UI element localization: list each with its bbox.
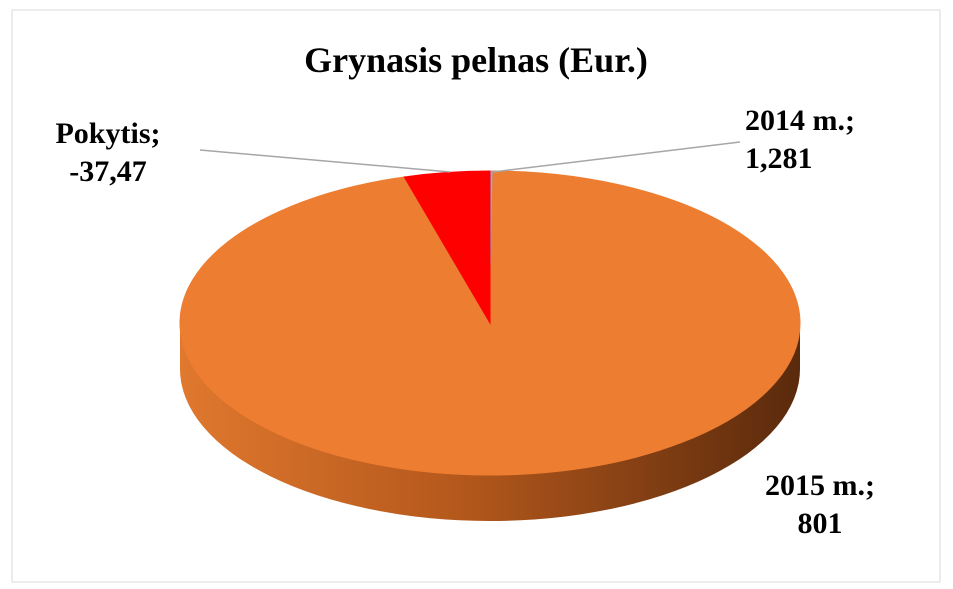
- label-category: 2014 m.: [745, 104, 845, 137]
- data-label: Pokytis; -37,47: [55, 117, 160, 188]
- label-separator: ;: [865, 469, 875, 502]
- leader-line: [199, 149, 451, 173]
- label-category: 2015 m.: [765, 469, 865, 502]
- data-label: 2014 m.; 1,281: [745, 104, 855, 175]
- label-separator: ;: [845, 104, 855, 137]
- label-category: Pokytis: [55, 117, 150, 150]
- label-separator: ;: [151, 117, 161, 150]
- chart-title: Grynasis pelnas (Eur.): [304, 40, 648, 80]
- label-value: -37,47: [69, 155, 147, 188]
- data-label: 2015 m.; 801: [765, 469, 875, 540]
- leader-line: [492, 141, 741, 173]
- label-value: 801: [798, 507, 843, 540]
- label-value: 1,281: [745, 142, 813, 175]
- pie-side: [180, 323, 800, 521]
- pie-slice: [403, 170, 491, 325]
